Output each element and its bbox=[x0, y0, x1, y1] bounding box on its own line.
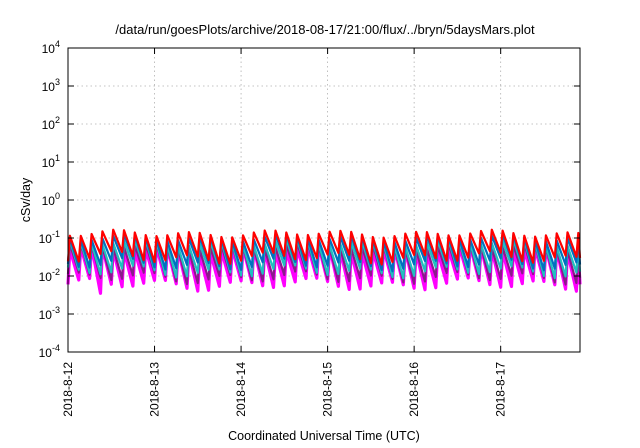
y-tick-label: 10-3 bbox=[39, 305, 60, 322]
chart-title: /data/run/goesPlots/archive/2018-08-17/2… bbox=[115, 22, 535, 37]
y-axis-label: cSv/day bbox=[19, 177, 33, 222]
x-axis-label: Coordinated Universal Time (UTC) bbox=[228, 429, 420, 443]
series-line bbox=[66, 244, 582, 295]
y-tick-label: 10-1 bbox=[39, 229, 60, 246]
x-tick-label: 2018-8-15 bbox=[321, 362, 335, 417]
x-tick-label: 2018-8-16 bbox=[407, 362, 421, 417]
x-tick-labels: 2018-8-12 2018-8-13 2018-8-14 2018-8-15 2018… bbox=[61, 362, 508, 417]
series-group bbox=[66, 228, 582, 295]
y-tick-label: 10-2 bbox=[39, 267, 60, 284]
grid bbox=[68, 48, 580, 352]
x-tick-label: 2018-8-13 bbox=[148, 362, 162, 417]
y-tick-label: 100 bbox=[42, 191, 60, 208]
x-tick-label: 2018-8-12 bbox=[61, 362, 75, 417]
x-tick-label: 2018-8-17 bbox=[494, 362, 508, 417]
series-line bbox=[66, 241, 582, 286]
y-tick-label: 102 bbox=[42, 115, 60, 132]
y-tick-label: 10-4 bbox=[39, 343, 60, 360]
x-tick-label: 2018-8-14 bbox=[234, 362, 248, 417]
y-tick-labels: 10-4 10-3 10-2 10-1 100 101 102 103 104 bbox=[39, 39, 60, 360]
series-line bbox=[66, 237, 582, 280]
y-tick-label: 104 bbox=[42, 39, 60, 56]
y-tick-label: 103 bbox=[42, 77, 60, 94]
series-line bbox=[66, 233, 582, 273]
ticks bbox=[67, 47, 580, 353]
y-tick-label: 101 bbox=[42, 153, 60, 170]
series-line bbox=[66, 228, 582, 266]
